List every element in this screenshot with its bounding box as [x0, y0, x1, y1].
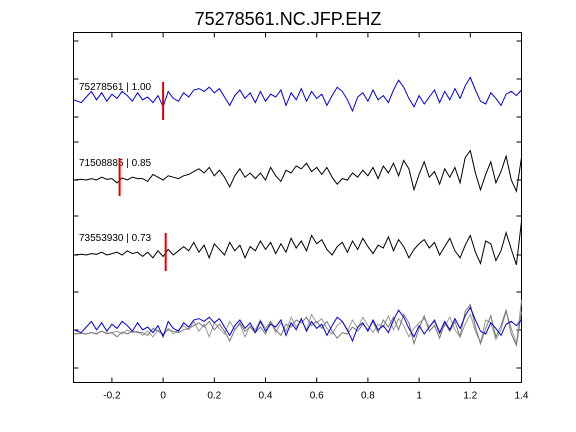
axis-ticks: -0.2 0 0.2 0.4 0.6 0.8 1 1.2 1.4 — [73, 32, 529, 402]
x-tick-label: 1.2 — [463, 391, 477, 402]
x-tick-label: 0.8 — [361, 391, 375, 402]
trace-label-0: 75278561 | 1.00 — [79, 82, 152, 93]
overlay-group — [73, 300, 522, 347]
overlay-line-0 — [73, 306, 522, 343]
trace-group: 75278561 | 1.00 71508885 | 0.85 73553930 |… — [73, 76, 522, 271]
overlay-line-1 — [73, 303, 522, 347]
trace-label-2: 73553930 | 0.73 — [79, 233, 152, 244]
x-tick-label: 0.6 — [310, 391, 324, 402]
x-tick-label: 1.4 — [515, 391, 529, 402]
trace-line-1 — [73, 149, 522, 193]
x-tick-label: -0.2 — [103, 391, 121, 402]
trace-line-0 — [73, 76, 522, 113]
trace-line-2 — [73, 221, 522, 265]
x-tick-label: 0 — [160, 391, 166, 402]
x-tick-label: 1 — [416, 391, 422, 402]
x-tick-label: 0.2 — [207, 391, 221, 402]
trace-label-1: 71508885 | 0.85 — [79, 158, 152, 169]
x-tick-label: 0.4 — [259, 391, 273, 402]
chart-title: 75278561.NC.JFP.EHZ — [195, 9, 382, 29]
